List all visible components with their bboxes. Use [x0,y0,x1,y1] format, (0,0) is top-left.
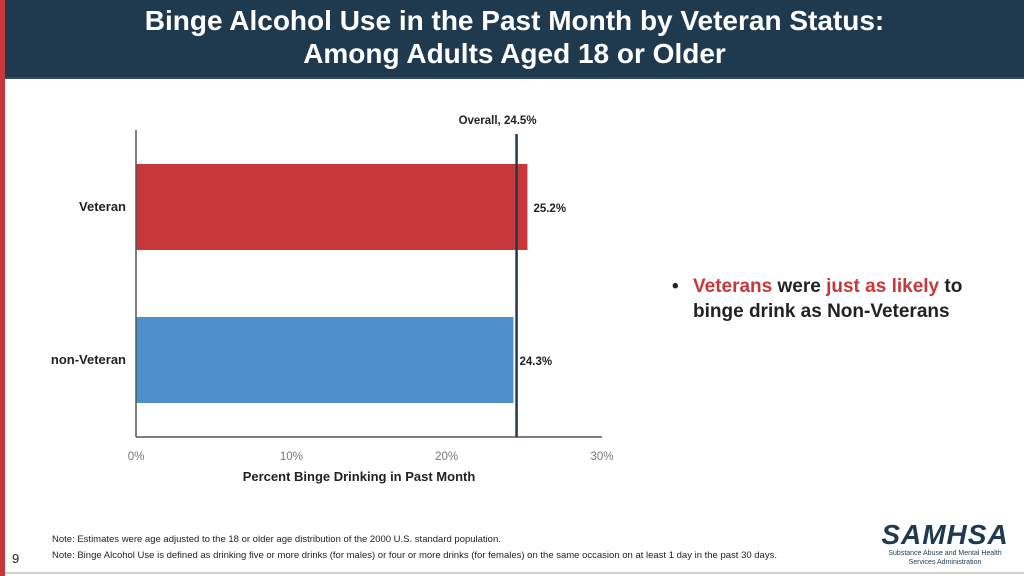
footer-divider [5,572,1024,574]
x-tick-label-0: 0% [128,451,145,463]
logo-wordmark: SAMHSA [881,519,1009,550]
bar-non-veteran [136,317,514,403]
samhsa-logo: SAMHSA Substance Abuse and Mental Health… [880,521,1010,567]
x-tick-label-30: 30% [590,451,613,463]
value-label-non-veteran: 24.3% [519,356,552,368]
key-finding-part4: to binge drink as Non-Veterans [693,276,963,322]
value-label-veteran: 25.2% [533,203,566,215]
key-finding-text: Veterans were just as likely to binge dr… [693,274,1002,324]
key-finding-part2: were [772,276,827,297]
category-label-veteran: Veteran [79,199,126,214]
left-accent-bar [0,0,5,576]
footnote-2: Note: Binge Alcohol Use is defined as dr… [52,550,777,561]
page-number: 9 [12,551,20,566]
slide-title-line1: Binge Alcohol Use in the Past Month by V… [144,5,885,36]
key-finding-bullet: • Veterans were just as likely to binge … [672,274,1002,324]
x-tick-label-10: 10% [280,451,303,463]
header-divider [5,77,1024,79]
footnotes: Note: Estimates were age adjusted to the… [52,532,777,564]
slide-title-line2: Among Adults Aged 18 or Older [303,38,726,69]
bar-veteran [136,164,528,250]
key-finding-part3: just as likely [826,276,940,297]
category-label-non-veteran: non-Veteran [51,352,126,367]
key-finding-part1: Veterans [693,276,773,297]
slide-header: Binge Alcohol Use in the Past Month by V… [5,0,1024,77]
logo-subtitle-line1: Substance Abuse and Mental Health [888,550,1002,557]
bullet-dot-icon: • [672,276,679,297]
x-axis-title: Percent Binge Drinking in Past Month [243,469,476,484]
bar-chart: Veteran 25.2% non-Veteran 24.3% Overall, 24.… [51,115,614,484]
footnote-1: Note: Estimates were age adjusted to the… [52,534,501,545]
overall-reference-label: Overall, 24.5% [459,115,537,127]
logo-subtitle-line2: Services Administration [908,559,982,566]
x-tick-label-20: 20% [435,451,458,463]
